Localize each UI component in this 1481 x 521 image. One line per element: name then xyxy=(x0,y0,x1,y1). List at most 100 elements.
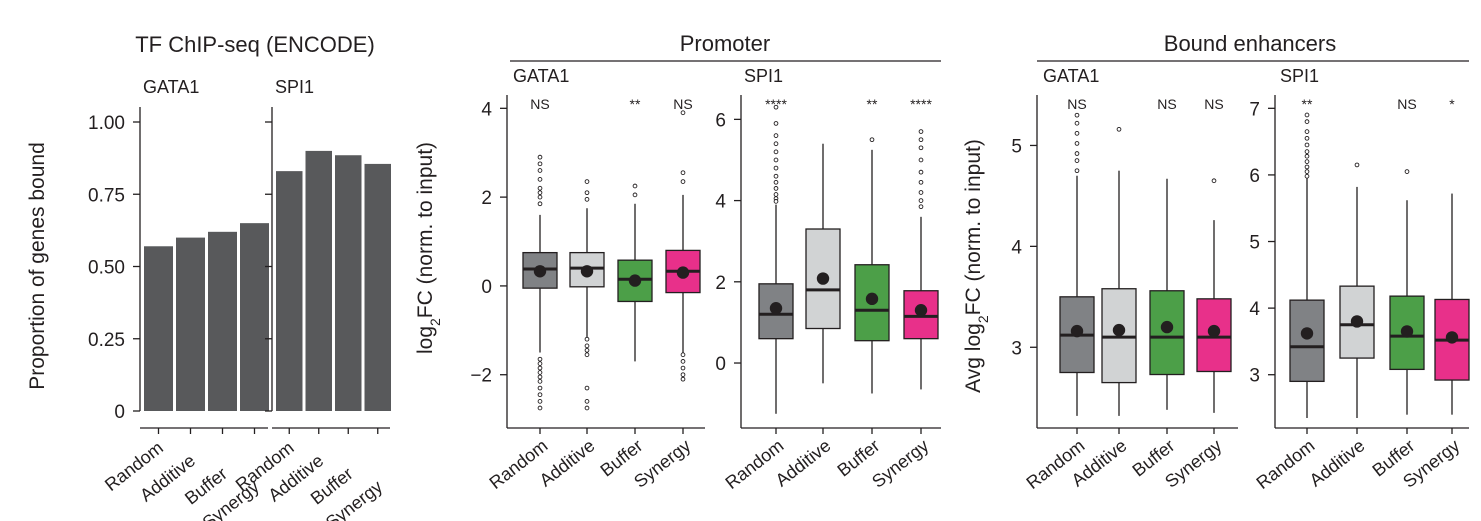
tf-facet-label-gata1: GATA1 xyxy=(143,77,199,97)
prom-significance-gata1-random: NS xyxy=(530,96,549,112)
prom-outlier-gata1-synergy xyxy=(680,179,686,184)
enh-significance-gata1-synergy: NS xyxy=(1204,96,1223,112)
prom-outlier-spi1-random xyxy=(773,179,779,185)
prom-significance-gata1-synergy: NS xyxy=(673,96,692,112)
enh-significance-gata1-buffer: NS xyxy=(1157,96,1176,112)
enh-outlier-spi1-random xyxy=(1304,173,1310,179)
prom-outlier-gata1-additive xyxy=(584,347,590,353)
prom-outlier-spi1-buffer xyxy=(869,137,875,143)
prom-ytick-label-gata1: −2 xyxy=(470,366,492,387)
prom-outlier-spi1-random xyxy=(773,149,779,155)
enh-outlier-spi1-random xyxy=(1304,142,1310,148)
enh-mean-dot-gata1-buffer xyxy=(1160,320,1174,334)
tf-ytick-label: 0.75 xyxy=(88,185,125,206)
prom-mean-dot-gata1-synergy xyxy=(676,266,690,279)
prom-ytick-label-gata1: 2 xyxy=(481,188,492,209)
prom-ytick-label-spi1: 4 xyxy=(715,192,726,213)
enh-outlier-gata1-random xyxy=(1074,151,1080,156)
enh-significance-spi1-buffer: NS xyxy=(1397,96,1416,112)
enh-mean-dot-gata1-random xyxy=(1070,324,1084,338)
enh-ytick-label-spi1: 7 xyxy=(1249,99,1260,120)
prom-outlier-gata1-synergy xyxy=(680,376,686,382)
enh-outlier-spi1-random xyxy=(1304,129,1310,134)
prom-significance-spi1-random: **** xyxy=(765,96,787,112)
enh-outlier-gata1-random xyxy=(1074,130,1080,136)
tf-bar-gata1-additive xyxy=(176,237,205,411)
prom-facet-label-gata1: GATA1 xyxy=(513,66,569,86)
prom-outlier-gata1-additive xyxy=(584,385,590,391)
prom-outlier-spi1-random xyxy=(773,133,779,138)
prom-outlier-gata1-additive xyxy=(584,336,590,342)
enh-mean-dot-spi1-random xyxy=(1300,327,1314,340)
enh-significance-spi1-random: ** xyxy=(1302,96,1313,112)
prom-outlier-spi1-synergy xyxy=(918,204,924,210)
prom-box-gata1-additive xyxy=(569,251,605,288)
enh-mean-dot-gata1-additive xyxy=(1112,323,1126,337)
tf-ytick-label: 0.25 xyxy=(88,330,125,351)
enh-facet-label-spi1: SPI1 xyxy=(1280,66,1319,86)
prom-mean-dot-spi1-synergy xyxy=(914,304,928,317)
enh-mean-dot-gata1-synergy xyxy=(1207,324,1221,338)
enh-mean-dot-spi1-additive xyxy=(1350,315,1364,328)
prom-outlier-spi1-synergy xyxy=(918,179,924,185)
prom-outlier-gata1-random xyxy=(537,405,543,411)
prom-outlier-gata1-random xyxy=(537,177,543,182)
prom-outlier-spi1-random xyxy=(773,186,779,191)
enh-outlier-spi1-buffer xyxy=(1404,169,1410,174)
enh-ytick-label-spi1: 3 xyxy=(1249,366,1260,387)
prom-outlier-gata1-random xyxy=(537,194,543,200)
enh-ytick-label-gata1: 4 xyxy=(1011,237,1022,258)
prom-outlier-spi1-synergy xyxy=(918,145,924,151)
promoter-y-axis-label: log2FC (norm. to input) xyxy=(414,142,443,354)
prom-mean-dot-spi1-random xyxy=(769,302,783,315)
prom-outlier-gata1-synergy xyxy=(680,110,686,116)
enh-outlier-gata1-random xyxy=(1074,120,1080,126)
enh-outlier-spi1-random xyxy=(1304,159,1310,164)
prom-outlier-gata1-random xyxy=(537,168,543,173)
prom-outlier-spi1-synergy xyxy=(918,190,924,195)
enh-outlier-gata1-additive xyxy=(1116,126,1122,132)
enh-outlier-gata1-random xyxy=(1074,168,1080,174)
enh-mean-dot-spi1-synergy xyxy=(1445,331,1459,344)
prom-outlier-spi1-synergy xyxy=(918,137,924,143)
enhancer-y-axis-label: Avg log2FC (norm. to input) xyxy=(962,139,991,393)
prom-outlier-gata1-buffer xyxy=(632,183,638,189)
prom-outlier-gata1-synergy xyxy=(680,365,686,371)
prom-outlier-gata1-random xyxy=(537,399,543,404)
prom-outlier-gata1-random xyxy=(537,154,543,160)
enh-outlier-spi1-random xyxy=(1304,112,1310,118)
prom-outlier-spi1-synergy xyxy=(918,198,924,203)
prom-outlier-gata1-synergy xyxy=(680,359,686,364)
prom-significance-gata1-buffer: ** xyxy=(630,96,641,112)
enh-outlier-spi1-random xyxy=(1304,164,1310,170)
tf-bar-gata1-random xyxy=(144,246,173,411)
enh-outlier-gata1-random xyxy=(1074,158,1080,163)
prom-ytick-label-spi1: 2 xyxy=(715,273,726,294)
tf-facet-label-spi1: SPI1 xyxy=(275,77,314,97)
prom-mean-dot-gata1-random xyxy=(533,265,547,278)
tf-bar-spi1-synergy xyxy=(364,163,391,411)
prom-outlier-spi1-synergy xyxy=(918,157,924,163)
enh-box-gata1-buffer xyxy=(1149,290,1185,376)
prom-significance-spi1-synergy: **** xyxy=(910,96,932,112)
enh-category-label-spi1-random: Random xyxy=(1253,435,1319,493)
enh-category-label-spi1-additive: Additive xyxy=(1306,435,1369,490)
prom-outlier-gata1-random xyxy=(537,370,543,375)
enh-significance-gata1-random: NS xyxy=(1067,96,1086,112)
prom-outlier-gata1-synergy xyxy=(680,372,686,378)
prom-mean-dot-gata1-buffer xyxy=(628,274,642,287)
tf-ytick-label: 0.50 xyxy=(88,258,125,279)
enh-ytick-label-spi1: 6 xyxy=(1249,166,1260,187)
prom-ytick-label-spi1: 6 xyxy=(715,110,726,131)
prom-outlier-spi1-random xyxy=(773,121,779,126)
prom-outlier-gata1-random xyxy=(537,161,543,167)
enh-outlier-spi1-additive xyxy=(1354,162,1360,168)
prom-outlier-gata1-additive xyxy=(584,343,590,349)
enh-outlier-gata1-random xyxy=(1074,141,1080,146)
prom-outlier-gata1-random xyxy=(537,361,543,366)
enh-outlier-gata1-synergy xyxy=(1211,178,1217,184)
prom-outlier-gata1-random xyxy=(537,379,543,384)
prom-outlier-gata1-random xyxy=(537,392,543,398)
enh-outlier-spi1-random xyxy=(1304,119,1310,124)
